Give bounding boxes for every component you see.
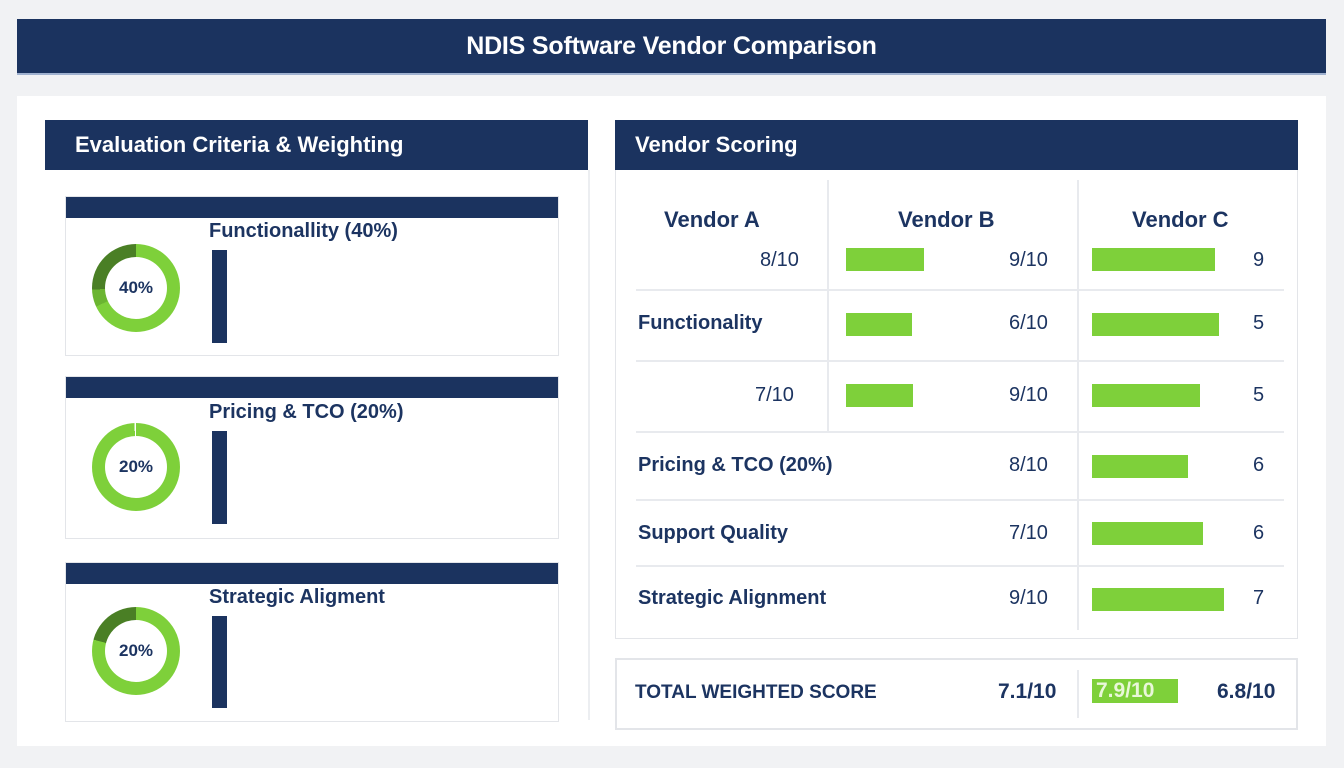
- vendor-c-header: Vendor C: [1132, 207, 1229, 232]
- row-label: Support Quality: [638, 522, 788, 544]
- column-divider: [1077, 180, 1079, 630]
- row-divider: [636, 289, 1284, 291]
- vendor-a-header: Vendor A: [664, 207, 760, 232]
- vendor-c-score-bar: [1092, 313, 1219, 336]
- vendor-b-score: 9/10: [1009, 249, 1048, 271]
- column-divider: [1077, 670, 1079, 718]
- total-score-panel: [615, 658, 1298, 730]
- vendor-c-score-bar: [1092, 384, 1200, 407]
- weight-bar: [212, 616, 227, 708]
- page-title: NDIS Software Vendor Comparison: [466, 31, 877, 60]
- donut-label: 20%: [118, 641, 154, 660]
- criteria-label: Strategic Aligment: [209, 586, 385, 608]
- vendor-c-score-bar: [1092, 588, 1224, 611]
- vendor-c-score: 7: [1253, 587, 1265, 609]
- total-score-vendor-b: 7.9/10: [1092, 679, 1178, 703]
- vendor-c-score: 5: [1253, 384, 1265, 406]
- vendor-b-score: 7/10: [1009, 522, 1048, 544]
- donut-chart: 20%: [92, 607, 180, 695]
- row-divider: [636, 360, 1284, 362]
- scoring-panel-header: Vendor Scoring: [615, 120, 1298, 170]
- donut-label: 40%: [118, 278, 154, 297]
- vendor-b-score-bar: [846, 248, 924, 271]
- scoring-panel-title: Vendor Scoring: [635, 132, 798, 157]
- vendor-b-score-bar: [846, 313, 912, 336]
- row-label: Pricing & TCO (20%): [638, 454, 833, 476]
- row-label: Functionality: [638, 312, 763, 334]
- criteria-card-pricing: 20% Pricing & TCO (20%): [65, 376, 559, 539]
- vendor-c-score: 9: [1253, 249, 1265, 271]
- vendor-c-score-bar: [1092, 522, 1203, 545]
- row-divider: [636, 431, 1284, 433]
- criteria-card-band: [66, 377, 558, 398]
- donut-chart: 40%: [92, 244, 180, 332]
- weight-bar: [212, 431, 227, 524]
- total-score-vendor-c: 6.8/10: [1217, 680, 1276, 703]
- row-label: Strategic Alignment: [638, 587, 827, 609]
- vendor-c-score: 5: [1253, 312, 1265, 334]
- vendor-a-score: 8/10: [760, 249, 799, 271]
- panel-divider: [588, 170, 590, 720]
- donut-label: 20%: [118, 457, 154, 476]
- vendor-c-score: 6: [1253, 454, 1265, 476]
- criteria-card-functionality: 40% Functionallity (40%): [65, 196, 559, 356]
- vendor-c-score: 6: [1253, 522, 1265, 544]
- title-bar: NDIS Software Vendor Comparison: [17, 19, 1326, 75]
- vendor-b-score: 9/10: [1009, 587, 1048, 609]
- vendor-c-score-bar: [1092, 248, 1215, 271]
- criteria-label: Pricing & TCO (20%): [209, 401, 404, 423]
- criteria-card-band: [66, 197, 558, 218]
- vendor-b-score-bar: [846, 384, 913, 407]
- vendor-c-score-bar: [1092, 455, 1188, 478]
- criteria-panel-title: Evaluation Criteria & Weighting: [75, 132, 404, 157]
- vendor-b-score: 9/10: [1009, 384, 1048, 406]
- criteria-card-band: [66, 563, 558, 584]
- weight-bar: [212, 250, 227, 343]
- total-score-label: TOTAL WEIGHTED SCORE: [635, 682, 877, 703]
- criteria-panel-header: Evaluation Criteria & Weighting: [45, 120, 588, 170]
- row-divider: [636, 565, 1284, 567]
- vendor-b-header: Vendor B: [898, 207, 995, 232]
- vendor-b-score: 8/10: [1009, 454, 1048, 476]
- vendor-b-score: 6/10: [1009, 312, 1048, 334]
- criteria-label: Functionallity (40%): [209, 220, 398, 242]
- row-divider: [636, 499, 1284, 501]
- total-score-vendor-a: 7.1/10: [998, 680, 1057, 703]
- criteria-card-strategic: 20% Strategic Aligment: [65, 562, 559, 722]
- column-divider: [827, 180, 829, 432]
- vendor-a-score: 7/10: [755, 384, 794, 406]
- donut-chart: 20%: [92, 423, 180, 511]
